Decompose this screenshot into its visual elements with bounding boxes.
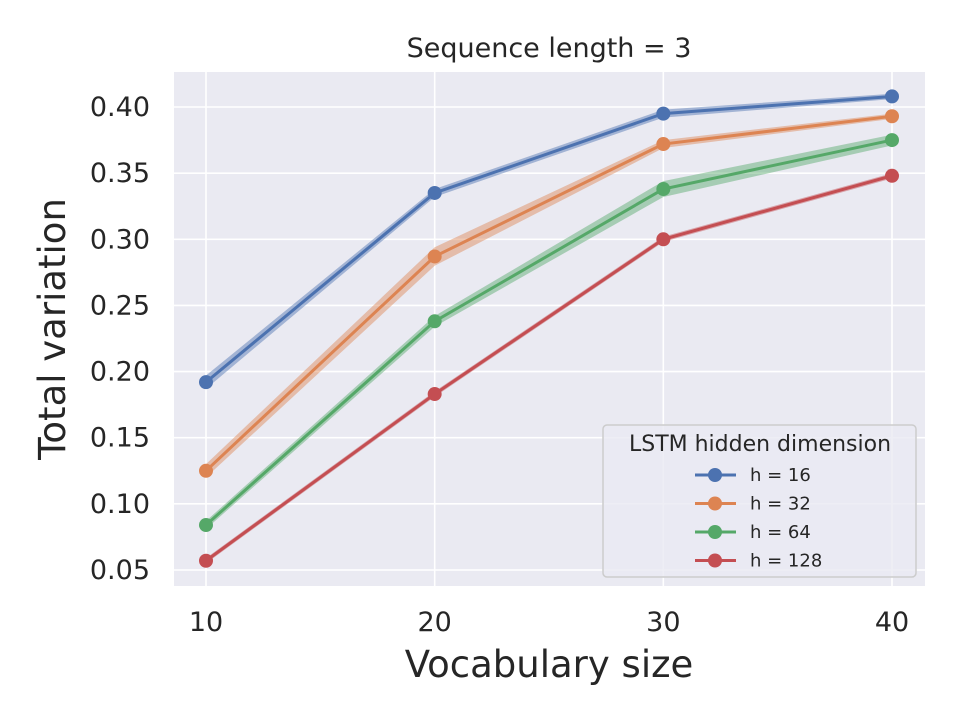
legend-label: h = 128: [750, 551, 822, 572]
x-tick-label: 30: [646, 607, 680, 638]
data-point: [427, 249, 442, 264]
y-tick-label: 0.10: [90, 489, 150, 520]
legend-item: h = 64: [695, 522, 811, 543]
x-tick-label: 40: [875, 607, 909, 638]
y-tick-label: 0.35: [90, 158, 150, 189]
data-point: [199, 553, 213, 568]
data-point: [656, 232, 671, 247]
legend-dot-marker: [708, 496, 722, 511]
legend-dot-marker: [708, 525, 722, 539]
data-point: [656, 106, 671, 121]
legend-dot-marker: [708, 468, 722, 482]
legend-label: h = 32: [750, 494, 811, 515]
y-tick-label: 0.15: [90, 423, 150, 454]
y-axis-label: Total variation: [31, 198, 74, 461]
legend-title: LSTM hidden dimension: [629, 432, 891, 457]
data-point: [656, 137, 671, 152]
data-point: [885, 133, 899, 148]
legend-label: h = 64: [750, 522, 811, 543]
series-line: [205, 138, 893, 527]
data-point: [427, 185, 442, 200]
data-point: [885, 89, 899, 104]
data-point: [656, 182, 671, 197]
x-axis-label: Vocabulary size: [405, 643, 694, 686]
x-axis-ticks: 10 20 30 40: [189, 607, 909, 638]
data-point: [885, 109, 899, 124]
x-tick-label: 20: [417, 607, 451, 638]
y-tick-label: 0.20: [90, 357, 150, 388]
series-line: [205, 94, 893, 384]
data-point: [427, 387, 442, 402]
x-tick-label: 10: [189, 607, 223, 638]
y-tick-label: 0.05: [90, 555, 150, 586]
data-point: [199, 463, 213, 478]
y-tick-label: 0.30: [90, 224, 150, 255]
data-point: [885, 168, 899, 183]
legend-item: h = 32: [695, 494, 811, 515]
series-lines: [199, 89, 899, 568]
data-point: [199, 375, 213, 390]
legend-box: [602, 424, 917, 578]
legend-dot-marker: [708, 553, 722, 568]
series-line: [205, 174, 893, 562]
legend-item: h = 128: [695, 551, 822, 572]
y-axis-ticks: 0.05 0.10 0.15 0.20 0.25 0.30 0.35 0.40: [90, 92, 150, 586]
series-line: [204, 114, 893, 472]
y-tick-label: 0.25: [90, 290, 150, 321]
y-tick-label: 0.40: [90, 92, 150, 123]
data-point: [427, 314, 442, 329]
legend-item: h = 16: [695, 465, 811, 486]
legend: LSTM hidden dimension h = 16 h = 32 h = 64…: [602, 424, 917, 578]
legend-label: h = 16: [750, 465, 811, 486]
data-point: [199, 518, 213, 533]
chart-title: Sequence length = 3: [407, 33, 692, 64]
